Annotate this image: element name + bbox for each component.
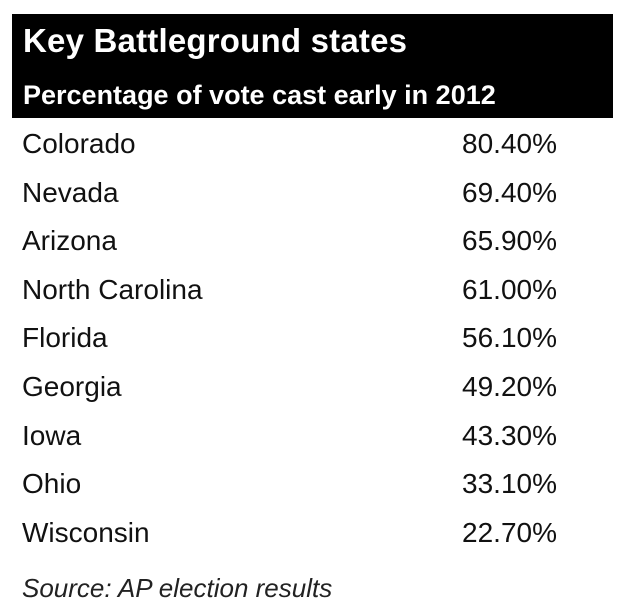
state-name: Wisconsin [22, 516, 150, 548]
state-name: Iowa [22, 419, 82, 451]
table-row: North Carolina 61.00% [0, 268, 620, 317]
table-row: Ohio 33.10% [0, 462, 620, 511]
chart-subtitle: Percentage of vote cast early in 2012 [23, 80, 496, 110]
early-vote-percent: 43.30% [462, 419, 557, 451]
title-banner: Key Battleground states Percentage of vo… [12, 14, 613, 118]
early-vote-percent: 65.90% [462, 225, 557, 257]
state-name: Ohio [22, 468, 82, 500]
early-vote-percent: 80.40% [462, 128, 557, 159]
state-name: Nevada [22, 176, 119, 208]
early-vote-percent: 33.10% [462, 468, 557, 500]
table-row: Arizona 65.90% [0, 219, 620, 268]
early-vote-percent: 56.10% [462, 322, 557, 354]
table-row: Florida 56.10% [0, 316, 620, 365]
early-vote-percent: 61.00% [462, 273, 557, 305]
table-row: Colorado 80.40% [0, 122, 620, 171]
state-name: North Carolina [22, 273, 203, 305]
early-vote-percent: 22.70% [462, 516, 557, 548]
early-vote-percent: 49.20% [462, 370, 557, 402]
source-note: Source: AP election results [22, 573, 333, 603]
state-name: Georgia [22, 370, 122, 402]
state-name: Florida [22, 322, 108, 354]
table-row: Iowa 43.30% [0, 414, 620, 463]
chart-title: Key Battleground states [23, 22, 408, 59]
state-name: Arizona [22, 225, 117, 257]
data-table: Colorado 80.40% Nevada 69.40% Arizona 65… [0, 122, 620, 559]
state-name: Colorado [22, 128, 136, 159]
early-vote-percent: 69.40% [462, 176, 557, 208]
table-row: Nevada 69.40% [0, 171, 620, 220]
table-row: Wisconsin 22.70% [0, 511, 620, 560]
table-row: Georgia 49.20% [0, 365, 620, 414]
